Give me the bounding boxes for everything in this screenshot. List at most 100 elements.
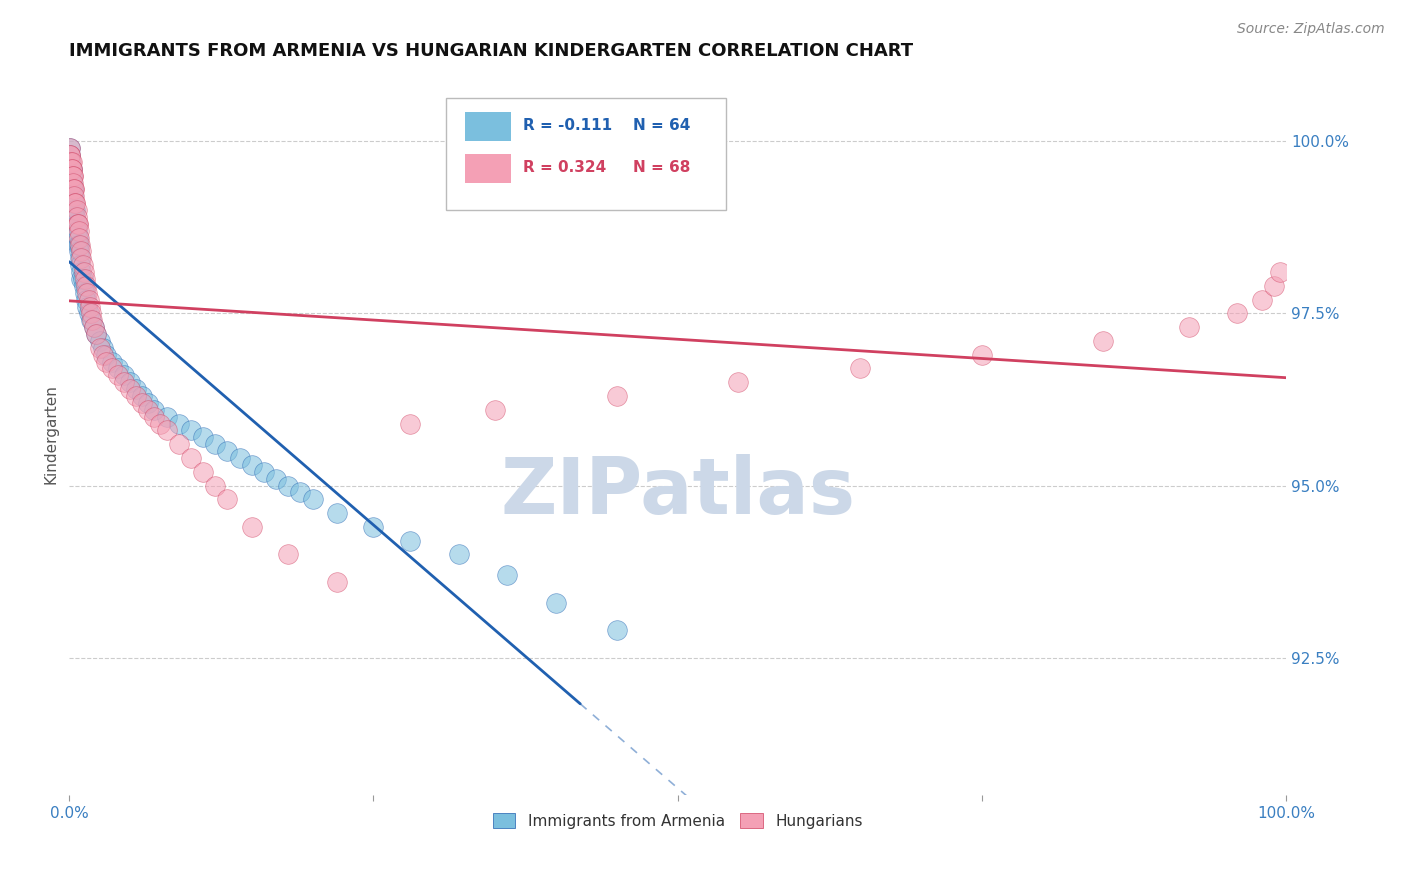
- Point: [77, 293, 100, 307]
- Point: [240, 458, 263, 472]
- Point: [149, 417, 172, 431]
- Point: [65, 224, 87, 238]
- Text: N = 68: N = 68: [633, 161, 690, 176]
- Point: [167, 417, 190, 431]
- Point: [399, 533, 422, 548]
- Point: [155, 424, 177, 438]
- Point: [1268, 265, 1291, 279]
- Point: [727, 376, 749, 390]
- Point: [120, 382, 142, 396]
- Point: [73, 272, 96, 286]
- Point: [60, 155, 83, 169]
- Point: [65, 196, 87, 211]
- Point: [101, 354, 124, 368]
- Point: [496, 568, 519, 582]
- Point: [72, 258, 94, 272]
- Point: [253, 465, 276, 479]
- Point: [240, 520, 263, 534]
- Point: [83, 320, 105, 334]
- Point: [125, 382, 148, 396]
- Point: [79, 300, 101, 314]
- Point: [65, 203, 87, 218]
- Point: [191, 430, 214, 444]
- Point: [62, 176, 84, 190]
- Point: [277, 478, 299, 492]
- Point: [62, 189, 84, 203]
- Point: [84, 327, 107, 342]
- Y-axis label: Kindergarten: Kindergarten: [44, 384, 58, 483]
- Point: [70, 265, 93, 279]
- Point: [67, 230, 90, 244]
- Point: [363, 520, 385, 534]
- Point: [69, 258, 91, 272]
- Point: [65, 217, 87, 231]
- Point: [1177, 320, 1199, 334]
- Point: [849, 361, 872, 376]
- Point: [143, 402, 166, 417]
- Point: [60, 161, 83, 176]
- Point: [89, 334, 111, 348]
- Point: [89, 341, 111, 355]
- Point: [143, 409, 166, 424]
- Point: [66, 217, 89, 231]
- Text: Source: ZipAtlas.com: Source: ZipAtlas.com: [1237, 22, 1385, 37]
- Point: [264, 472, 287, 486]
- Point: [60, 176, 83, 190]
- Point: [83, 320, 105, 334]
- Point: [136, 402, 159, 417]
- Point: [107, 368, 129, 383]
- Point: [101, 361, 124, 376]
- Point: [65, 210, 87, 224]
- Text: R = -0.111: R = -0.111: [523, 119, 612, 134]
- Point: [107, 361, 129, 376]
- Point: [67, 237, 90, 252]
- Point: [290, 485, 312, 500]
- Point: [1092, 334, 1115, 348]
- Point: [63, 203, 86, 218]
- Point: [326, 574, 349, 589]
- FancyBboxPatch shape: [447, 98, 727, 210]
- Text: R = 0.324: R = 0.324: [523, 161, 606, 176]
- Point: [191, 465, 214, 479]
- Point: [606, 623, 628, 637]
- Point: [66, 237, 89, 252]
- Point: [76, 285, 98, 300]
- Point: [180, 424, 202, 438]
- Point: [65, 196, 87, 211]
- Point: [62, 169, 84, 183]
- Point: [66, 217, 89, 231]
- Point: [59, 148, 82, 162]
- Point: [63, 182, 86, 196]
- Point: [60, 161, 83, 176]
- Point: [80, 306, 103, 320]
- Point: [136, 396, 159, 410]
- Point: [70, 272, 93, 286]
- Text: N = 64: N = 64: [633, 119, 690, 134]
- Point: [112, 368, 135, 383]
- Point: [60, 169, 83, 183]
- Point: [217, 444, 239, 458]
- Point: [69, 252, 91, 266]
- Point: [75, 293, 97, 307]
- Point: [301, 492, 323, 507]
- Point: [63, 182, 86, 196]
- Point: [70, 252, 93, 266]
- Point: [73, 278, 96, 293]
- Point: [84, 327, 107, 342]
- Legend: Immigrants from Armenia, Hungarians: Immigrants from Armenia, Hungarians: [486, 807, 869, 835]
- Point: [399, 417, 422, 431]
- Point: [60, 155, 83, 169]
- Point: [65, 203, 87, 218]
- Point: [91, 348, 114, 362]
- Point: [77, 306, 100, 320]
- Point: [131, 389, 153, 403]
- Point: [59, 148, 82, 162]
- Point: [72, 272, 94, 286]
- Point: [59, 141, 82, 155]
- Point: [59, 141, 82, 155]
- Point: [94, 354, 117, 368]
- Point: [94, 348, 117, 362]
- Point: [125, 389, 148, 403]
- Point: [63, 189, 86, 203]
- Point: [63, 196, 86, 211]
